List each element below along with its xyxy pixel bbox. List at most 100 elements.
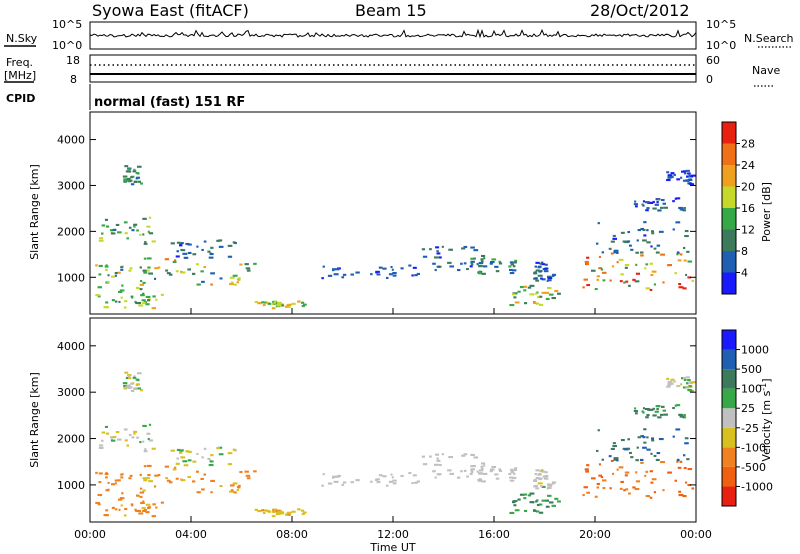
velocity-cell xyxy=(286,512,289,515)
velocity-cell xyxy=(125,376,129,379)
velocity-cell xyxy=(137,372,142,375)
power-cell xyxy=(660,253,665,256)
power-cell xyxy=(140,280,143,283)
velocity-cell xyxy=(416,480,420,483)
velocity-cell xyxy=(208,464,214,467)
power-cell xyxy=(449,265,454,268)
velocity-cell xyxy=(624,448,629,451)
power-cell xyxy=(148,272,153,275)
power-cell xyxy=(670,176,674,179)
power-cell xyxy=(547,279,552,282)
power-cell xyxy=(335,268,340,271)
power-cell xyxy=(612,234,616,237)
velocity-cell xyxy=(232,482,238,485)
velocity-cell xyxy=(646,448,651,451)
velocity-cell xyxy=(391,476,394,479)
power-cell xyxy=(416,272,420,275)
velocity-cell xyxy=(120,476,124,479)
velocity-cell xyxy=(114,482,117,485)
nave-tick-top: 60 xyxy=(706,54,720,67)
velocity-cell xyxy=(495,477,500,480)
velocity-cell xyxy=(536,499,539,502)
velocity-cell xyxy=(124,371,129,374)
power-cell xyxy=(257,302,262,305)
power-cell xyxy=(544,263,548,266)
power-cell xyxy=(342,273,347,276)
velocity-cell xyxy=(130,382,134,385)
power-cell xyxy=(512,269,517,272)
velocity-cell xyxy=(411,482,414,485)
velocity-cell xyxy=(333,480,339,483)
power-cell xyxy=(124,165,129,168)
velocity-panel-frame xyxy=(89,317,697,523)
velocity-cell xyxy=(482,472,488,475)
velocity-cell xyxy=(131,504,134,507)
power-cell xyxy=(610,240,615,243)
velocity-cell xyxy=(512,476,517,479)
power-cell xyxy=(652,207,657,210)
velocity-cell xyxy=(216,447,220,450)
power-cell xyxy=(687,172,691,175)
velocity-cell xyxy=(120,473,123,476)
nsky-label: N.Sky xyxy=(6,32,38,45)
power-cell xyxy=(181,249,186,252)
velocity-cell xyxy=(434,476,437,479)
velocity-cell xyxy=(139,441,142,444)
velocity-cell xyxy=(148,439,154,442)
power-cell xyxy=(196,245,199,248)
power-cell xyxy=(104,265,109,268)
velocity-cell xyxy=(688,385,692,388)
velocity-cell xyxy=(633,410,638,413)
velocity-cell xyxy=(98,446,104,449)
power-cell xyxy=(685,273,688,276)
velocity-cell xyxy=(649,496,653,499)
power-cell xyxy=(447,261,452,264)
velocity-cell xyxy=(538,511,544,514)
velocity-cell xyxy=(557,500,561,503)
power-cell xyxy=(541,263,546,266)
power-cell xyxy=(478,272,482,275)
velocity-cell xyxy=(670,382,674,385)
velocity-cell xyxy=(429,455,432,458)
x-tick-label: 12:00 xyxy=(377,528,409,541)
velocity-cell xyxy=(449,472,454,475)
velocity-cell xyxy=(470,465,474,468)
velocity-cell xyxy=(101,439,104,442)
power-cell xyxy=(436,252,441,255)
power-cell xyxy=(200,270,204,273)
power-cell xyxy=(535,292,538,295)
velocity-cell xyxy=(146,464,152,467)
power-cell xyxy=(142,292,145,295)
velocity-cell xyxy=(277,510,281,513)
power-cell xyxy=(136,176,140,179)
power-cell xyxy=(133,225,136,228)
y-tick-label: 3000 xyxy=(57,386,85,399)
power-cell xyxy=(120,266,123,269)
freq-label: Freq. xyxy=(6,56,33,69)
velocity-cell xyxy=(262,511,266,514)
power-cell xyxy=(174,259,177,262)
velocity-cell xyxy=(130,389,135,392)
power-cell xyxy=(145,303,150,306)
power-cell xyxy=(219,277,223,280)
colorbar-segment xyxy=(722,122,736,144)
power-cell xyxy=(382,267,387,270)
power-cell xyxy=(125,170,129,173)
velocity-cell xyxy=(470,453,475,456)
cpid-value: normal (fast) 151 RF xyxy=(94,95,245,110)
colorbar-tick-label: 100 xyxy=(741,383,762,396)
velocity-cell xyxy=(139,495,143,498)
y-tick-label: 1000 xyxy=(57,479,85,492)
colorbar-segment xyxy=(722,447,736,467)
power-cell xyxy=(101,224,106,227)
velocity-cell xyxy=(447,469,452,472)
velocity-cell xyxy=(144,448,147,451)
velocity-cell xyxy=(478,478,481,481)
power-cell xyxy=(461,247,466,250)
velocity-cell xyxy=(275,509,281,512)
velocity-cell xyxy=(635,459,639,462)
power-cell xyxy=(123,178,128,181)
velocity-cell xyxy=(545,505,550,508)
velocity-cell xyxy=(684,437,689,440)
velocity-cell xyxy=(175,462,180,465)
